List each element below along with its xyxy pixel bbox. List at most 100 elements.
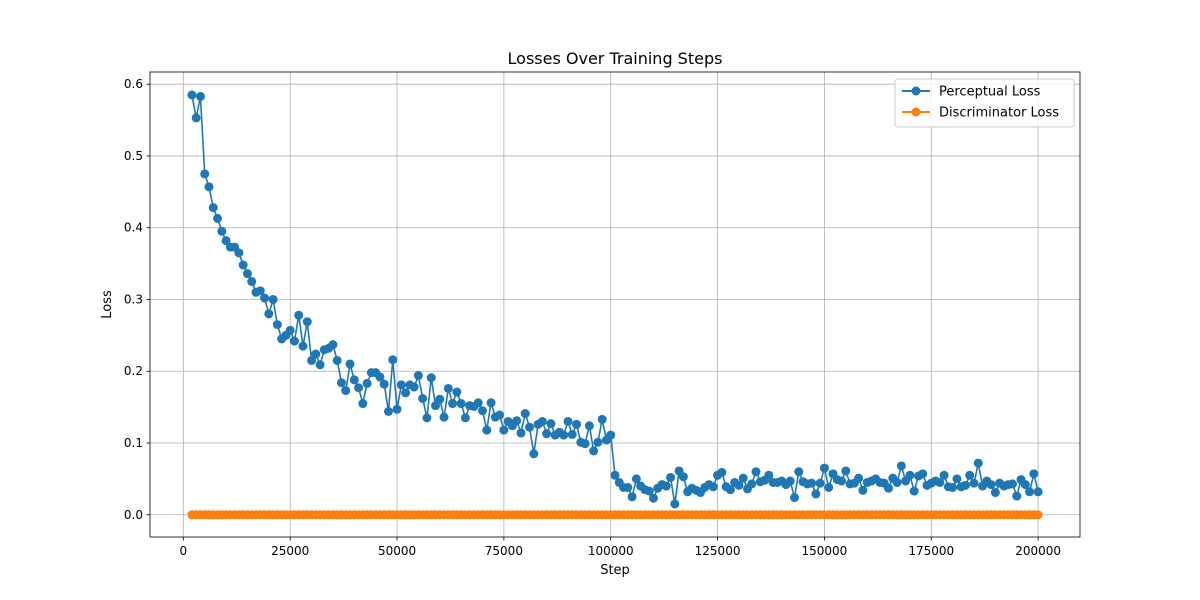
perceptual-loss-point xyxy=(747,479,757,489)
perceptual-loss-point xyxy=(648,493,658,503)
perceptual-loss-point xyxy=(388,355,398,365)
perceptual-loss-point xyxy=(597,414,607,424)
axes-frame xyxy=(149,71,1081,538)
perceptual-loss-point xyxy=(430,401,440,411)
perceptual-loss-point xyxy=(567,429,577,439)
perceptual-loss-point xyxy=(272,320,282,330)
perceptual-loss-point xyxy=(439,412,449,422)
perceptual-loss-point xyxy=(948,482,958,492)
perceptual-loss-point xyxy=(452,387,462,397)
perceptual-loss-point xyxy=(448,399,458,409)
perceptual-loss-point xyxy=(264,309,274,319)
perceptual-loss-point xyxy=(939,470,949,480)
perceptual-loss-point xyxy=(790,493,800,503)
perceptual-loss-point xyxy=(990,488,1000,498)
perceptual-loss-point xyxy=(666,472,676,482)
perceptual-loss-point xyxy=(486,398,496,408)
perceptual-loss-point xyxy=(289,336,299,346)
perceptual-loss-point xyxy=(909,486,919,496)
perceptual-loss-point xyxy=(401,388,411,398)
x-tick-label: 50000 xyxy=(378,544,416,558)
perceptual-loss-point xyxy=(661,481,671,491)
perceptual-loss-point xyxy=(837,476,847,486)
perceptual-loss-point xyxy=(435,394,445,404)
perceptual-loss-point xyxy=(623,482,633,492)
perceptual-loss-point xyxy=(187,90,197,100)
perceptual-loss-point xyxy=(341,386,351,396)
perceptual-loss-point xyxy=(516,428,526,438)
perceptual-loss-point xyxy=(255,286,265,296)
perceptual-loss-point xyxy=(358,399,368,409)
perceptual-loss-point xyxy=(858,485,868,495)
series-discriminator-loss xyxy=(187,510,1043,520)
perceptual-loss-point xyxy=(495,410,505,420)
perceptual-loss-point xyxy=(589,446,599,456)
perceptual-loss-point xyxy=(986,480,996,490)
perceptual-loss-point xyxy=(242,269,252,279)
perceptual-loss-point xyxy=(345,359,355,369)
perceptual-loss-point xyxy=(965,470,975,480)
perceptual-loss-point xyxy=(593,437,603,447)
perceptual-loss-point xyxy=(191,113,201,123)
perceptual-loss-point xyxy=(238,260,248,270)
perceptual-loss-point xyxy=(328,340,338,350)
x-tick-label: 200000 xyxy=(1015,544,1061,558)
perceptual-loss-point xyxy=(952,474,962,484)
perceptual-loss-point xyxy=(375,372,385,382)
perceptual-loss-point xyxy=(606,430,616,440)
perceptual-loss-point xyxy=(960,480,970,490)
perceptual-loss-point xyxy=(349,375,359,385)
perceptual-loss-point xyxy=(354,383,364,393)
x-tick-label: 125000 xyxy=(695,544,741,558)
perceptual-loss-point xyxy=(670,499,680,509)
x-tick-label: 100000 xyxy=(588,544,634,558)
y-tick-label: 0.2 xyxy=(124,364,143,378)
legend: Perceptual Loss Discriminator Loss xyxy=(894,78,1075,128)
perceptual-loss-point xyxy=(918,469,928,479)
perceptual-loss-point xyxy=(285,325,295,335)
x-tick-label: 0 xyxy=(180,544,188,558)
perceptual-loss-point xyxy=(542,429,552,439)
discriminator-loss-point xyxy=(1033,510,1043,520)
y-axis-label: Loss xyxy=(100,290,115,319)
legend-label-discriminator-loss: Discriminator Loss xyxy=(939,106,1059,121)
perceptual-loss-point xyxy=(905,470,915,480)
perceptual-loss-point xyxy=(260,293,270,303)
perceptual-loss-point xyxy=(584,421,594,431)
perceptual-loss-point xyxy=(644,486,654,496)
perceptual-loss-point xyxy=(383,406,393,416)
perceptual-loss-point xyxy=(460,413,470,423)
perceptual-loss-point xyxy=(678,472,688,482)
chart-title: Losses Over Training Steps xyxy=(508,49,723,68)
series-perceptual-loss xyxy=(187,90,1043,509)
perceptual-loss-point xyxy=(708,482,718,492)
perceptual-loss-point xyxy=(315,360,325,370)
perceptual-loss-point xyxy=(311,349,321,359)
perceptual-loss-point xyxy=(610,470,620,480)
perceptual-loss-point xyxy=(854,473,864,483)
perceptual-loss-point xyxy=(807,478,817,488)
y-tick-label: 0.0 xyxy=(124,508,143,522)
perceptual-loss-point xyxy=(200,169,210,179)
perceptual-loss-point xyxy=(336,378,346,388)
perceptual-loss-point xyxy=(525,422,535,432)
perceptual-loss-point xyxy=(298,341,308,351)
perceptual-loss-point xyxy=(1012,491,1022,501)
x-tick-label: 150000 xyxy=(802,544,848,558)
perceptual-loss-point xyxy=(512,416,522,426)
y-tick-label: 0.3 xyxy=(124,292,143,306)
legend-label-perceptual-loss: Perceptual Loss xyxy=(939,85,1041,100)
x-axis-ticks: 0 25000 50000 75000 100000 125000 150000 175000… xyxy=(180,537,1061,558)
perceptual-loss-point xyxy=(811,489,821,499)
perceptual-loss-point xyxy=(738,473,748,483)
perceptual-loss-point xyxy=(302,317,312,327)
perceptual-loss-point xyxy=(208,203,218,213)
perceptual-loss-point xyxy=(563,416,573,426)
perceptual-loss-point xyxy=(418,394,428,404)
perceptual-loss-point xyxy=(559,430,569,440)
perceptual-loss-point xyxy=(362,378,372,388)
perceptual-loss-point xyxy=(332,355,342,365)
perceptual-loss-point xyxy=(213,213,223,223)
